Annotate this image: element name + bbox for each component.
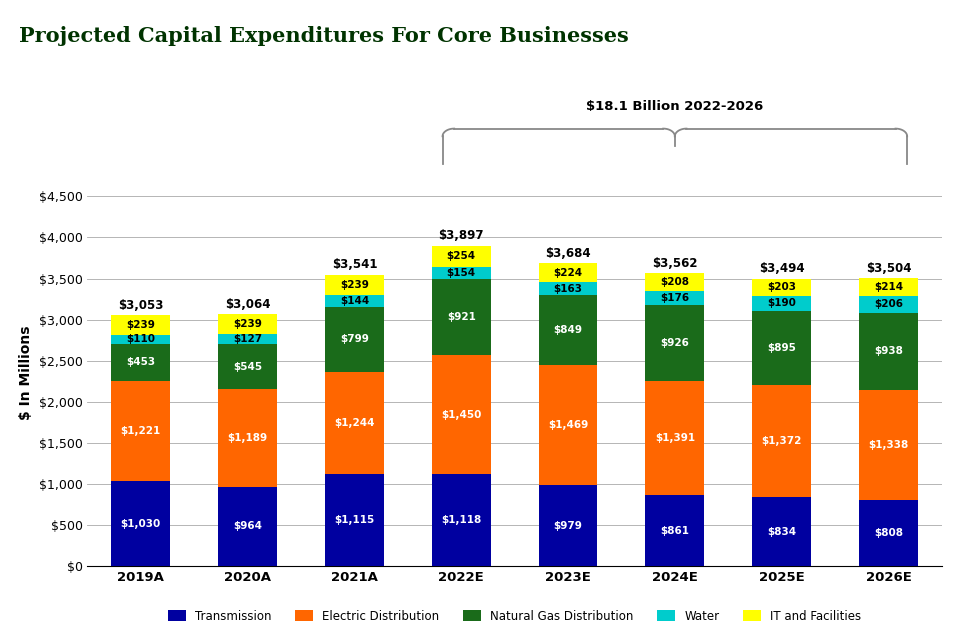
Text: $224: $224 [553,267,583,278]
Bar [325,372,384,475]
Text: $1,118: $1,118 [441,515,482,525]
Bar [859,312,918,390]
Text: $214: $214 [874,282,903,292]
Bar [539,365,597,485]
Bar [432,355,490,474]
Bar [218,345,277,389]
Bar [753,279,811,296]
Bar [859,390,918,500]
Legend: Transmission, Electric Distribution, Natural Gas Distribution, Water, IT and Fac: Transmission, Electric Distribution, Nat… [163,605,866,628]
Text: $154: $154 [447,268,476,278]
Text: Projected Capital Expenditures For Core Businesses: Projected Capital Expenditures For Core … [19,26,629,46]
Bar [753,498,811,566]
Bar [112,335,170,344]
Text: $1,115: $1,115 [334,515,375,525]
Text: $453: $453 [126,358,155,367]
Text: $895: $895 [767,343,796,353]
Text: $938: $938 [874,346,903,356]
Bar [432,474,490,566]
Text: $921: $921 [447,312,476,322]
Bar [112,344,170,381]
Text: $110: $110 [126,334,155,345]
Text: $1,469: $1,469 [548,420,588,430]
Bar [539,264,597,282]
Bar [432,246,490,267]
Bar [112,315,170,335]
Text: $1,391: $1,391 [654,433,695,443]
Text: $176: $176 [660,293,689,303]
Text: $190: $190 [767,298,796,309]
Text: $799: $799 [340,334,369,345]
Text: $964: $964 [233,521,262,531]
Text: $1,450: $1,450 [441,410,482,419]
Bar [646,273,704,291]
Bar [859,278,918,296]
Text: $1,221: $1,221 [120,426,161,436]
Text: $18.1 Billion 2022-2026: $18.1 Billion 2022-2026 [586,100,763,113]
Bar [325,475,384,566]
Text: $834: $834 [767,527,796,537]
Text: $3,064: $3,064 [225,298,270,311]
Bar [432,280,490,355]
Bar [753,311,811,385]
Bar [646,305,704,381]
Text: $926: $926 [660,338,689,348]
Bar [218,334,277,345]
Bar [539,295,597,365]
Text: $3,053: $3,053 [118,298,163,312]
Bar [112,381,170,482]
Text: $1,244: $1,244 [334,418,375,428]
Text: $3,541: $3,541 [332,258,377,271]
Text: $3,897: $3,897 [439,230,484,242]
Bar [325,294,384,307]
Text: $203: $203 [767,282,796,293]
Bar [753,385,811,498]
Text: $1,338: $1,338 [868,440,909,449]
Text: $239: $239 [233,319,262,329]
Text: $849: $849 [553,325,583,335]
Bar [646,495,704,566]
Text: $861: $861 [660,525,689,536]
Text: $1,372: $1,372 [761,436,802,446]
Bar [539,282,597,295]
Bar [432,267,490,280]
Text: $208: $208 [660,277,689,287]
Bar [218,389,277,487]
Bar [859,500,918,566]
Bar [753,296,811,311]
Text: $1,030: $1,030 [120,518,161,529]
Bar [218,487,277,566]
Y-axis label: $ In Millions: $ In Millions [19,326,33,420]
Text: $163: $163 [553,284,583,293]
Bar [325,275,384,294]
Bar [646,381,704,495]
Text: $545: $545 [233,362,262,372]
Text: $3,562: $3,562 [653,257,697,270]
Text: $3,684: $3,684 [546,247,590,260]
Text: $239: $239 [340,280,369,290]
Text: $254: $254 [447,251,476,261]
Text: $127: $127 [233,334,262,344]
Text: $239: $239 [126,320,155,330]
Bar [325,307,384,372]
Bar [218,314,277,334]
Text: $979: $979 [553,521,583,530]
Bar [859,296,918,312]
Text: $1,189: $1,189 [227,433,268,443]
Text: $3,494: $3,494 [759,262,804,275]
Text: $144: $144 [340,296,369,305]
Bar [646,291,704,305]
Bar [112,482,170,566]
Text: $206: $206 [874,299,903,309]
Bar [539,485,597,566]
Text: $3,504: $3,504 [866,262,911,275]
Text: $808: $808 [874,528,903,538]
